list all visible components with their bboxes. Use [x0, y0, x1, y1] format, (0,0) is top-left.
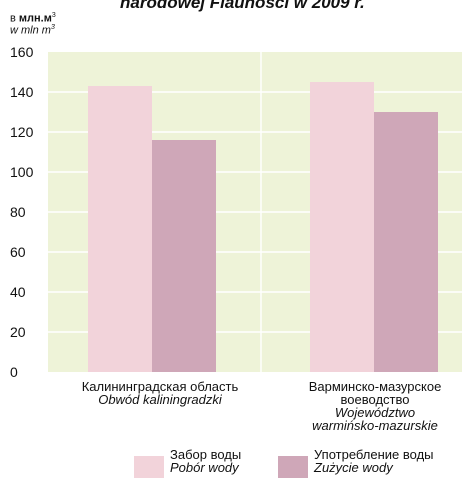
- y-tick-label: 40: [10, 284, 26, 300]
- category-name-ru: Варминско-мазурское воеводство: [308, 379, 442, 407]
- category-name-ru: Калининградская область: [81, 379, 239, 394]
- legend-name-ru: Употребление воды: [314, 447, 434, 462]
- chart-title: narodowej Flaunosci w 2009 r.: [120, 0, 365, 12]
- y-tick-label: 120: [10, 124, 34, 140]
- bar-water-consumption: [152, 140, 216, 372]
- category-label-warmia-masuria: Варминско-мазурское воеводство Województ…: [300, 380, 450, 432]
- legend-swatch-water-consumption: [278, 456, 308, 478]
- y-tick-label: 60: [10, 244, 26, 260]
- category-label-kaliningrad: Калининградская область Obwód kaliningra…: [60, 380, 260, 406]
- y-axis-ticks: 0 20 40 60 80 100 120 140 160: [10, 44, 34, 380]
- unit-main-pl: w mln m: [10, 24, 51, 37]
- y-tick-label: 80: [10, 204, 26, 220]
- legend-name-ru: Забор воды: [170, 447, 242, 462]
- category-name-pl: Obwód kaliningradzki: [98, 392, 222, 407]
- y-tick-label: 100: [10, 164, 34, 180]
- legend-item-water-intake: Забор воды Pobór wody: [134, 448, 241, 478]
- unit-label-pl: w mln m3: [10, 22, 55, 37]
- y-tick-label: 160: [10, 44, 34, 60]
- unit-sup-pl: 3: [50, 24, 55, 31]
- bar-water-intake: [88, 86, 152, 372]
- y-tick-label: 140: [10, 84, 34, 100]
- bar-water-consumption: [374, 112, 438, 372]
- legend-name-pl: Zużycie wody: [314, 460, 393, 475]
- y-tick-label: 20: [10, 324, 26, 340]
- y-tick-label: 0: [10, 364, 18, 380]
- legend-label-water-consumption: Употребление воды Zużycie wody: [314, 448, 434, 474]
- unit-sup-ru: 3: [51, 12, 56, 19]
- bars: [88, 82, 438, 372]
- unit-prefix-ru: в: [10, 12, 16, 25]
- legend-label-water-intake: Забор воды Pobór wody: [170, 448, 241, 474]
- unit-main-ru: млн.м: [18, 12, 52, 25]
- unit-label-ru: в млн.м3: [10, 10, 56, 25]
- legend-item-water-consumption: Употребление воды Zużycie wody: [278, 448, 434, 478]
- legend-swatch-water-intake: [134, 456, 164, 478]
- legend-name-pl: Pobór wody: [170, 460, 239, 475]
- category-name-pl: Województwo warmińsko-mazurskie: [312, 405, 438, 433]
- bar-water-intake: [310, 82, 374, 372]
